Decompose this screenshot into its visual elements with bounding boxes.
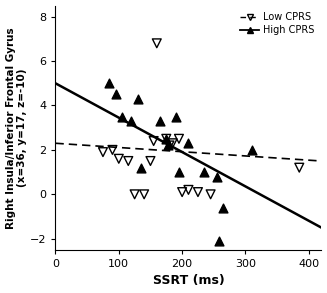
Point [297,165,302,170]
Legend: Low CPRS, High CPRS: Low CPRS, High CPRS [238,11,317,37]
Point [129,119,134,123]
Point [221,205,226,210]
Point [186,188,191,192]
Point [176,137,181,141]
Point [186,141,191,146]
Y-axis label: Right Insula/Inferior Frontal Gyrus
(x=36, y=17, z=-10): Right Insula/Inferior Frontal Gyrus (x=3… [6,27,27,229]
Point [170,141,175,146]
Point [138,165,144,170]
Point [142,192,147,197]
Point [164,137,169,141]
Point [107,81,112,86]
Point [119,114,125,119]
Point [173,114,179,119]
Point [116,156,121,161]
Point [180,190,185,195]
Point [132,192,137,197]
Point [214,174,219,179]
Point [195,190,200,195]
Point [148,159,153,163]
Point [167,143,172,148]
Point [165,143,171,148]
Point [202,170,207,174]
Point [208,192,213,197]
Point [100,150,106,154]
Point [151,139,156,143]
Point [249,148,254,152]
Point [110,148,115,152]
X-axis label: SSRT (ms): SSRT (ms) [153,275,224,287]
Point [113,92,118,97]
Point [157,119,163,123]
Point [135,96,140,101]
Point [154,41,159,46]
Point [176,170,181,174]
Point [164,137,169,141]
Point [216,239,221,243]
Point [126,159,131,163]
